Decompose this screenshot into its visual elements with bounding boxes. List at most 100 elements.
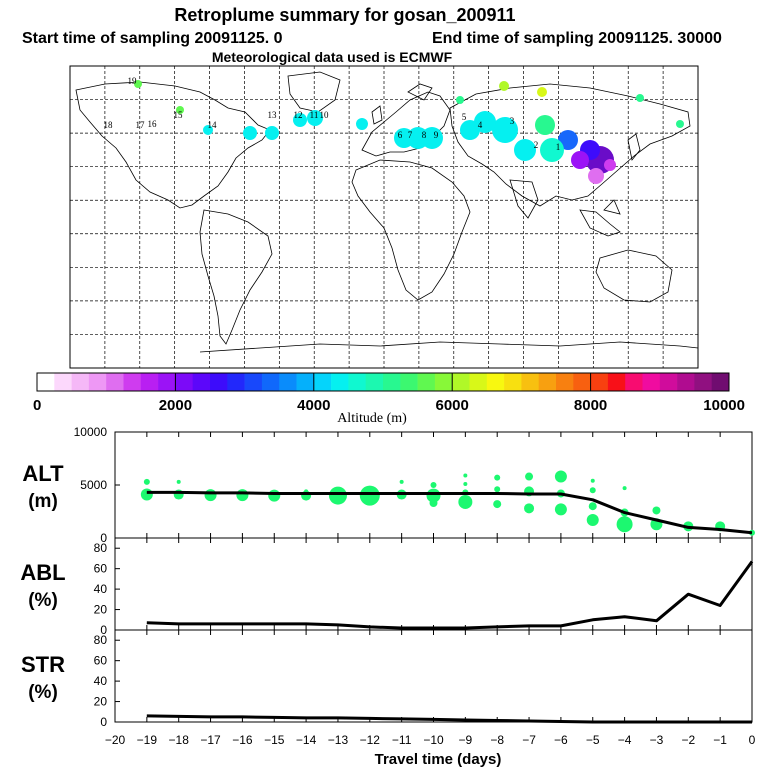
colorbar-cell — [383, 373, 401, 391]
colorbar-cell — [37, 373, 55, 391]
colorbar-tick-label: 8000 — [574, 397, 607, 414]
altitude-point — [524, 503, 535, 514]
plume-marker — [588, 168, 604, 184]
altitude-point — [140, 488, 153, 501]
colorbar-cell — [590, 373, 609, 391]
plume-marker — [540, 138, 564, 162]
plume-marker — [243, 126, 257, 140]
y-tick-label: 0 — [100, 531, 107, 545]
plume-marker — [492, 117, 518, 143]
altitude-colorbar: 0 2000 4000 6000 8000 10000 Altitude (m) — [33, 372, 745, 426]
colorbar-cell — [106, 373, 124, 391]
altitude-point — [236, 489, 249, 502]
colorbar-cell — [469, 373, 488, 391]
colorbar-tick-label: 2000 — [159, 397, 192, 414]
panel-ylabel-line2: (%) — [28, 682, 58, 703]
plume-marker — [265, 126, 279, 140]
panel-ylabel-line1: STR — [21, 652, 65, 677]
panel-ylabel-line1: ABL — [20, 560, 65, 585]
time-series-panels: 0 5000 10000 ALT (m) 0 20 40 60 80 ABL (%) 0 20 40 60 80… — [20, 425, 755, 729]
x-tick-label: −20 — [105, 733, 126, 747]
altitude-point — [589, 487, 596, 494]
colorbar-cell — [486, 373, 505, 391]
plume-marker — [407, 127, 429, 149]
colorbar-cell — [192, 373, 211, 391]
colorbar-cell — [417, 373, 436, 391]
x-tick-label: −16 — [232, 733, 253, 747]
altitude-point — [588, 502, 597, 511]
plume-day-label: 19 — [128, 76, 138, 86]
plume-marker — [460, 120, 480, 140]
x-tick-label: −17 — [200, 733, 221, 747]
colorbar-cell — [694, 373, 712, 391]
colorbar-cell — [711, 373, 730, 391]
colorbar-ticks: 0 2000 4000 6000 8000 10000 — [33, 373, 745, 414]
altitude-point — [622, 486, 627, 491]
plume-day-label: 1 — [556, 142, 561, 152]
altitude-point — [463, 481, 468, 486]
x-tick-label: 0 — [749, 733, 756, 747]
plume-marker — [293, 113, 307, 127]
colorbar-cell — [227, 373, 245, 391]
x-tick-label: −13 — [328, 733, 349, 747]
plume-day-label: 7 — [408, 130, 413, 140]
plume-day-label: 6 — [398, 130, 403, 140]
altitude-point — [458, 494, 473, 509]
colorbar-cell — [504, 373, 522, 391]
altitude-point — [328, 486, 347, 505]
plume-day-label: 2 — [534, 140, 539, 150]
plume-day-label: 15 — [174, 110, 184, 120]
plume-day-label: 17 — [136, 120, 146, 130]
panel-ylabel-line2: (%) — [28, 590, 58, 611]
colorbar-cell — [521, 373, 539, 391]
altitude-point — [554, 503, 567, 516]
colorbar-tick-label: 0 — [33, 397, 41, 414]
colorbar-tick-label: 4000 — [297, 397, 330, 414]
colorbar-tick-label: 6000 — [436, 397, 469, 414]
colorbar-cell — [400, 373, 418, 391]
altitude-point — [590, 478, 595, 483]
y-tick-label: 60 — [94, 562, 108, 576]
x-tick-label: −18 — [169, 733, 190, 747]
altitude-point — [652, 506, 661, 515]
y-tick-label: 5000 — [80, 478, 107, 492]
x-tick-label: −15 — [264, 733, 285, 747]
plume-marker — [499, 81, 509, 91]
colorbar-cell — [261, 373, 280, 391]
y-tick-label: 20 — [94, 603, 108, 617]
plume-day-label: 4 — [478, 120, 483, 130]
y-tick-label: 80 — [94, 633, 108, 647]
colorbar-label: Altitude (m) — [337, 411, 407, 426]
figure-title: Retroplume summary for gosan_200911 — [174, 5, 515, 25]
altitude-point — [616, 516, 633, 533]
colorbar-cells — [37, 373, 730, 391]
panel-alt: 0 5000 10000 ALT (m) — [22, 425, 755, 545]
x-tick-label: −11 — [392, 733, 412, 747]
met-data-text: Meteorological data used is ECMWF — [212, 49, 453, 65]
coastlines — [75, 71, 699, 353]
y-tick-label: 0 — [100, 623, 107, 637]
x-axis: −20 −19 −18 −17 −16 −15 −14 −13 −12 −11 −10 −9 −8 −7−… — [105, 733, 756, 747]
plume-marker — [676, 120, 684, 128]
x-tick-label: −1 — [713, 733, 727, 747]
colorbar-cell — [88, 373, 107, 391]
colorbar-cell — [365, 373, 384, 391]
colorbar-cell — [123, 373, 142, 391]
colorbar-cell — [642, 373, 661, 391]
series-line-alt — [146, 490, 753, 535]
colorbar-cell — [175, 373, 193, 391]
colorbar-cell — [279, 373, 297, 391]
plume-day-label: 9 — [434, 130, 439, 140]
x-tick-label: −7 — [522, 733, 536, 747]
colorbar-cell — [140, 373, 159, 391]
altitude-point — [268, 489, 281, 502]
plume-day-label: 8 — [422, 130, 427, 140]
colorbar-cell — [71, 373, 90, 391]
plume-day-label: 11 — [310, 110, 319, 120]
altitude-point — [335, 487, 340, 492]
plume-marker — [537, 87, 547, 97]
panel-str: 0 20 40 60 80 STR (%) — [21, 629, 753, 729]
colorbar-cell — [607, 373, 626, 391]
colorbar-tick-label: 10000 — [703, 397, 745, 414]
